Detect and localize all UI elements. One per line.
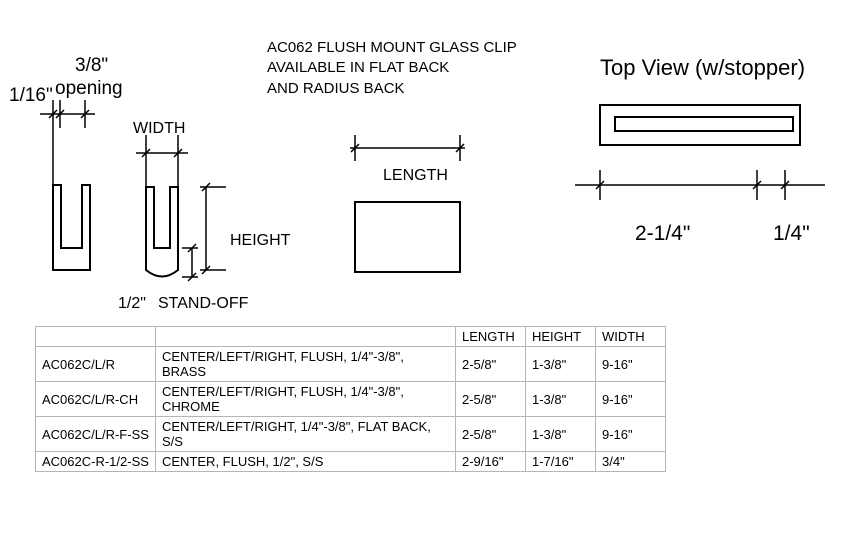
table-header-row: LENGTH HEIGHT WIDTH (36, 327, 666, 347)
label-opening: opening (55, 78, 123, 100)
cell-height: 1-3/8" (526, 347, 596, 382)
th-length: LENGTH (456, 327, 526, 347)
cell-code: AC062C-R-1/2-SS (36, 452, 156, 472)
table-row: AC062C/L/R-F-SS CENTER/LEFT/RIGHT, 1/4"-… (36, 417, 666, 452)
cell-height: 1-3/8" (526, 382, 596, 417)
label-two-quarter: 2-1/4" (635, 222, 690, 246)
cell-height: 1-7/16" (526, 452, 596, 472)
cell-desc: CENTER/LEFT/RIGHT, FLUSH, 1/4"-3/8", CHR… (156, 382, 456, 417)
cell-length: 2-5/8" (456, 417, 526, 452)
spec-table-container: LENGTH HEIGHT WIDTH AC062C/L/R CENTER/LE… (35, 326, 666, 472)
cell-code: AC062C/L/R-F-SS (36, 417, 156, 452)
cell-width: 3/4" (596, 452, 666, 472)
diagram-clip-middle (128, 135, 248, 305)
th-blank2 (156, 327, 456, 347)
cell-code: AC062C/L/R-CH (36, 382, 156, 417)
cell-desc: CENTER, FLUSH, 1/2", S/S (156, 452, 456, 472)
label-one-quarter: 1/4" (773, 222, 810, 246)
table-row: AC062C/L/R-CH CENTER/LEFT/RIGHT, FLUSH, … (36, 382, 666, 417)
title-line3: AND RADIUS BACK (267, 79, 517, 99)
cell-width: 9-16" (596, 382, 666, 417)
diagram-top-view (575, 95, 855, 225)
label-topview: Top View (w/stopper) (600, 55, 805, 81)
cell-code: AC062C/L/R (36, 347, 156, 382)
title-block: AC062 FLUSH MOUNT GLASS CLIP AVAILABLE I… (267, 38, 517, 99)
spec-table: LENGTH HEIGHT WIDTH AC062C/L/R CENTER/LE… (35, 326, 666, 472)
title-line1: AC062 FLUSH MOUNT GLASS CLIP (267, 38, 517, 58)
cell-length: 2-5/8" (456, 382, 526, 417)
cell-length: 2-9/16" (456, 452, 526, 472)
th-width: WIDTH (596, 327, 666, 347)
cell-desc: CENTER/LEFT/RIGHT, 1/4"-3/8", FLAT BACK,… (156, 417, 456, 452)
table-row: AC062C/L/R CENTER/LEFT/RIGHT, FLUSH, 1/4… (36, 347, 666, 382)
diagram-front-rect (340, 130, 510, 290)
cell-length: 2-5/8" (456, 347, 526, 382)
th-height: HEIGHT (526, 327, 596, 347)
cell-height: 1-3/8" (526, 417, 596, 452)
th-blank1 (36, 327, 156, 347)
table-row: AC062C-R-1/2-SS CENTER, FLUSH, 1/2", S/S… (36, 452, 666, 472)
cell-width: 9-16" (596, 347, 666, 382)
title-line2: AVAILABLE IN FLAT BACK (267, 58, 517, 78)
cell-desc: CENTER/LEFT/RIGHT, FLUSH, 1/4"-3/8", BRA… (156, 347, 456, 382)
diagram-clip-left (40, 100, 110, 300)
cell-width: 9-16" (596, 417, 666, 452)
label-three-eighths: 3/8" (75, 55, 108, 77)
